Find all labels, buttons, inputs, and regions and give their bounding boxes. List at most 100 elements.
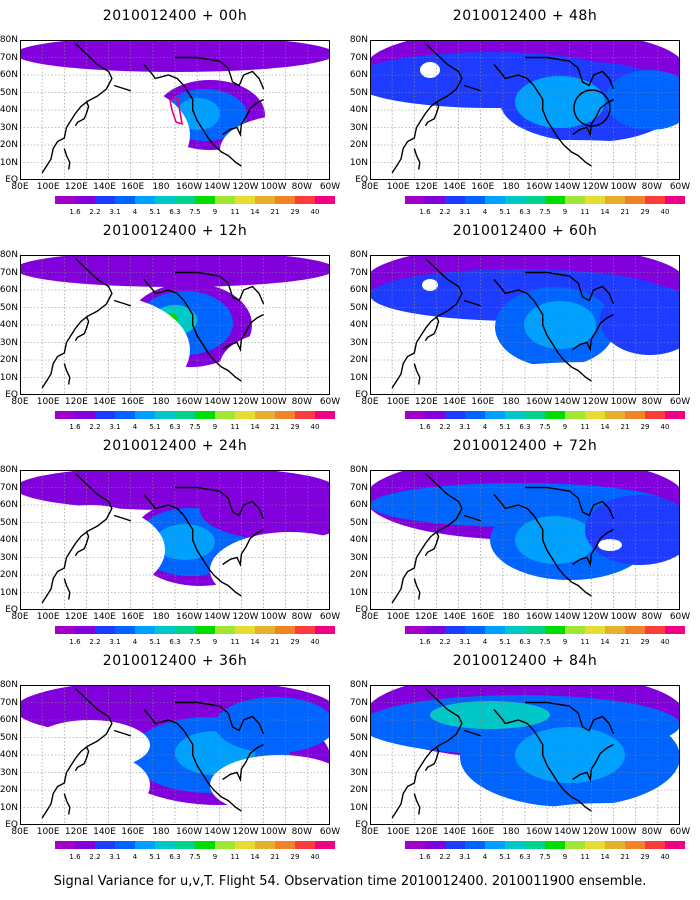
colorbar-swatch (665, 626, 685, 634)
lat-tick-label: 50N (349, 517, 368, 528)
colorbar-swatch (585, 841, 605, 849)
coastline (113, 299, 131, 307)
lat-tick-label: 40N (0, 535, 18, 545)
lon-tick-label: 120E (414, 182, 438, 192)
forecast-panel: 2010012400 + 48h 80N 70N 60N 50N 40N 30N 20N 10N… (350, 0, 700, 225)
clear-region (470, 362, 680, 395)
lon-tick-label: 120E (64, 182, 88, 192)
coastline (143, 709, 242, 812)
lon-tick-label: 80W (641, 397, 662, 407)
max-contour (169, 97, 184, 126)
forecast-panel: 2010012400 + 00h 80N 70N 60N 50N 40N 30N 20N 10N… (0, 0, 350, 225)
colorbar-swatch (275, 841, 295, 849)
colorbar (55, 196, 335, 204)
colorbar-level-label: 3.1 (109, 208, 121, 216)
lon-tick-label: 80E (361, 827, 379, 837)
colorbar-level-label: 1.6 (419, 638, 431, 646)
colorbar-swatch (625, 196, 645, 204)
colorbar (55, 411, 335, 419)
colorbar-level-label: 2.2 (439, 638, 451, 646)
colorbar-level-label: 5.1 (499, 423, 511, 431)
colorbar-level-label: 9 (562, 638, 568, 646)
coastline (525, 486, 615, 520)
lon-tick-label: 80W (291, 182, 312, 192)
coastline (493, 494, 592, 597)
colorbar-level-label: 11 (580, 638, 590, 646)
lon-tick-label: 120W (232, 612, 259, 622)
lat-tick-label: 60N (0, 70, 18, 80)
lon-tick-label: 100W (610, 397, 637, 407)
coastline (113, 514, 131, 522)
colorbar-level-label: 2.2 (89, 638, 101, 646)
colorbar-swatch (525, 626, 545, 634)
colorbar-level-label: 3.1 (109, 638, 121, 646)
lon-tick-label: 160W (526, 182, 553, 192)
colorbar-swatch (465, 196, 485, 204)
coastline (413, 363, 421, 385)
coastline (175, 701, 265, 735)
coastline (74, 101, 90, 127)
lat-tick-label: 10N (349, 587, 368, 598)
forecast-panel: 2010012400 + 72h 80N 70N 60N 50N 40N 30N 20N 10N… (350, 430, 700, 655)
colorbar-level-label: 5.1 (149, 208, 161, 216)
colorbar-swatch (195, 841, 215, 849)
lon-tick-label: 60W (669, 827, 691, 837)
field-map (20, 685, 330, 825)
coastline (175, 56, 265, 90)
colorbar (55, 841, 335, 849)
variance-contour-fill (155, 524, 215, 560)
colorbar-swatch (585, 411, 605, 419)
lat-tick-label: 70N (349, 697, 368, 708)
colorbar-level-label: 5.1 (149, 638, 161, 646)
coastline (463, 514, 481, 522)
coastline (74, 746, 90, 772)
coastline (463, 729, 481, 737)
colorbar-swatch (545, 196, 565, 204)
coastline (143, 64, 242, 167)
colorbar (405, 841, 685, 849)
lon-tick-label: 120W (232, 397, 259, 407)
lon-tick-label: 100E (386, 827, 410, 837)
map-area (370, 40, 680, 180)
colorbar (405, 411, 685, 419)
colorbar-swatch (55, 841, 75, 849)
colorbar-swatch (155, 841, 175, 849)
colorbar-swatch (255, 411, 275, 419)
lon-tick-label: 60W (319, 827, 341, 837)
colorbar-swatch (505, 411, 525, 419)
panel-title: 2010012400 + 00h (102, 8, 248, 24)
coastline (41, 42, 113, 174)
colorbar-level-label: 1.6 (419, 423, 431, 431)
coastline (63, 148, 71, 170)
colorbar-swatch (565, 841, 585, 849)
lat-tick-label: 40N (349, 320, 368, 330)
coastline (424, 316, 440, 342)
colorbar-level-label: 2.2 (439, 853, 451, 861)
lat-tick-label: 40N (349, 750, 368, 760)
coastline (113, 729, 131, 737)
lon-tick-label: 160E (121, 182, 145, 192)
lon-tick-label: 160E (471, 182, 495, 192)
colorbar-level-label: 29 (290, 638, 300, 646)
forecast-panel: 2010012400 + 60h 80N 70N 60N 50N 40N 30N 20N 10N… (350, 215, 700, 440)
lon-tick-label: 160W (526, 612, 553, 622)
colorbar-level-label: 5.1 (499, 208, 511, 216)
lat-tick-label: 60N (349, 285, 368, 295)
lon-tick-label: 120W (582, 397, 609, 407)
lat-tick-label: 50N (0, 517, 18, 528)
forecast-panel: 2010012400 + 84h 80N 70N 60N 50N 40N 30N 20N 10N… (350, 645, 700, 870)
colorbar-level-label: 5.1 (149, 853, 161, 861)
lat-tick-label: 80N (0, 680, 18, 690)
map-area (20, 40, 330, 180)
colorbar-swatch (565, 411, 585, 419)
colorbar-level-label: 14 (250, 423, 260, 431)
colorbar-swatch (175, 626, 195, 634)
colorbar-level-label: 11 (580, 208, 590, 216)
colorbar (405, 626, 685, 634)
colorbar-swatch (275, 196, 295, 204)
lon-tick-label: 60W (669, 182, 691, 192)
coastline (41, 472, 113, 604)
coastline (391, 257, 463, 389)
panel-title: 2010012400 + 12h (102, 223, 248, 239)
clear-region (420, 62, 440, 78)
